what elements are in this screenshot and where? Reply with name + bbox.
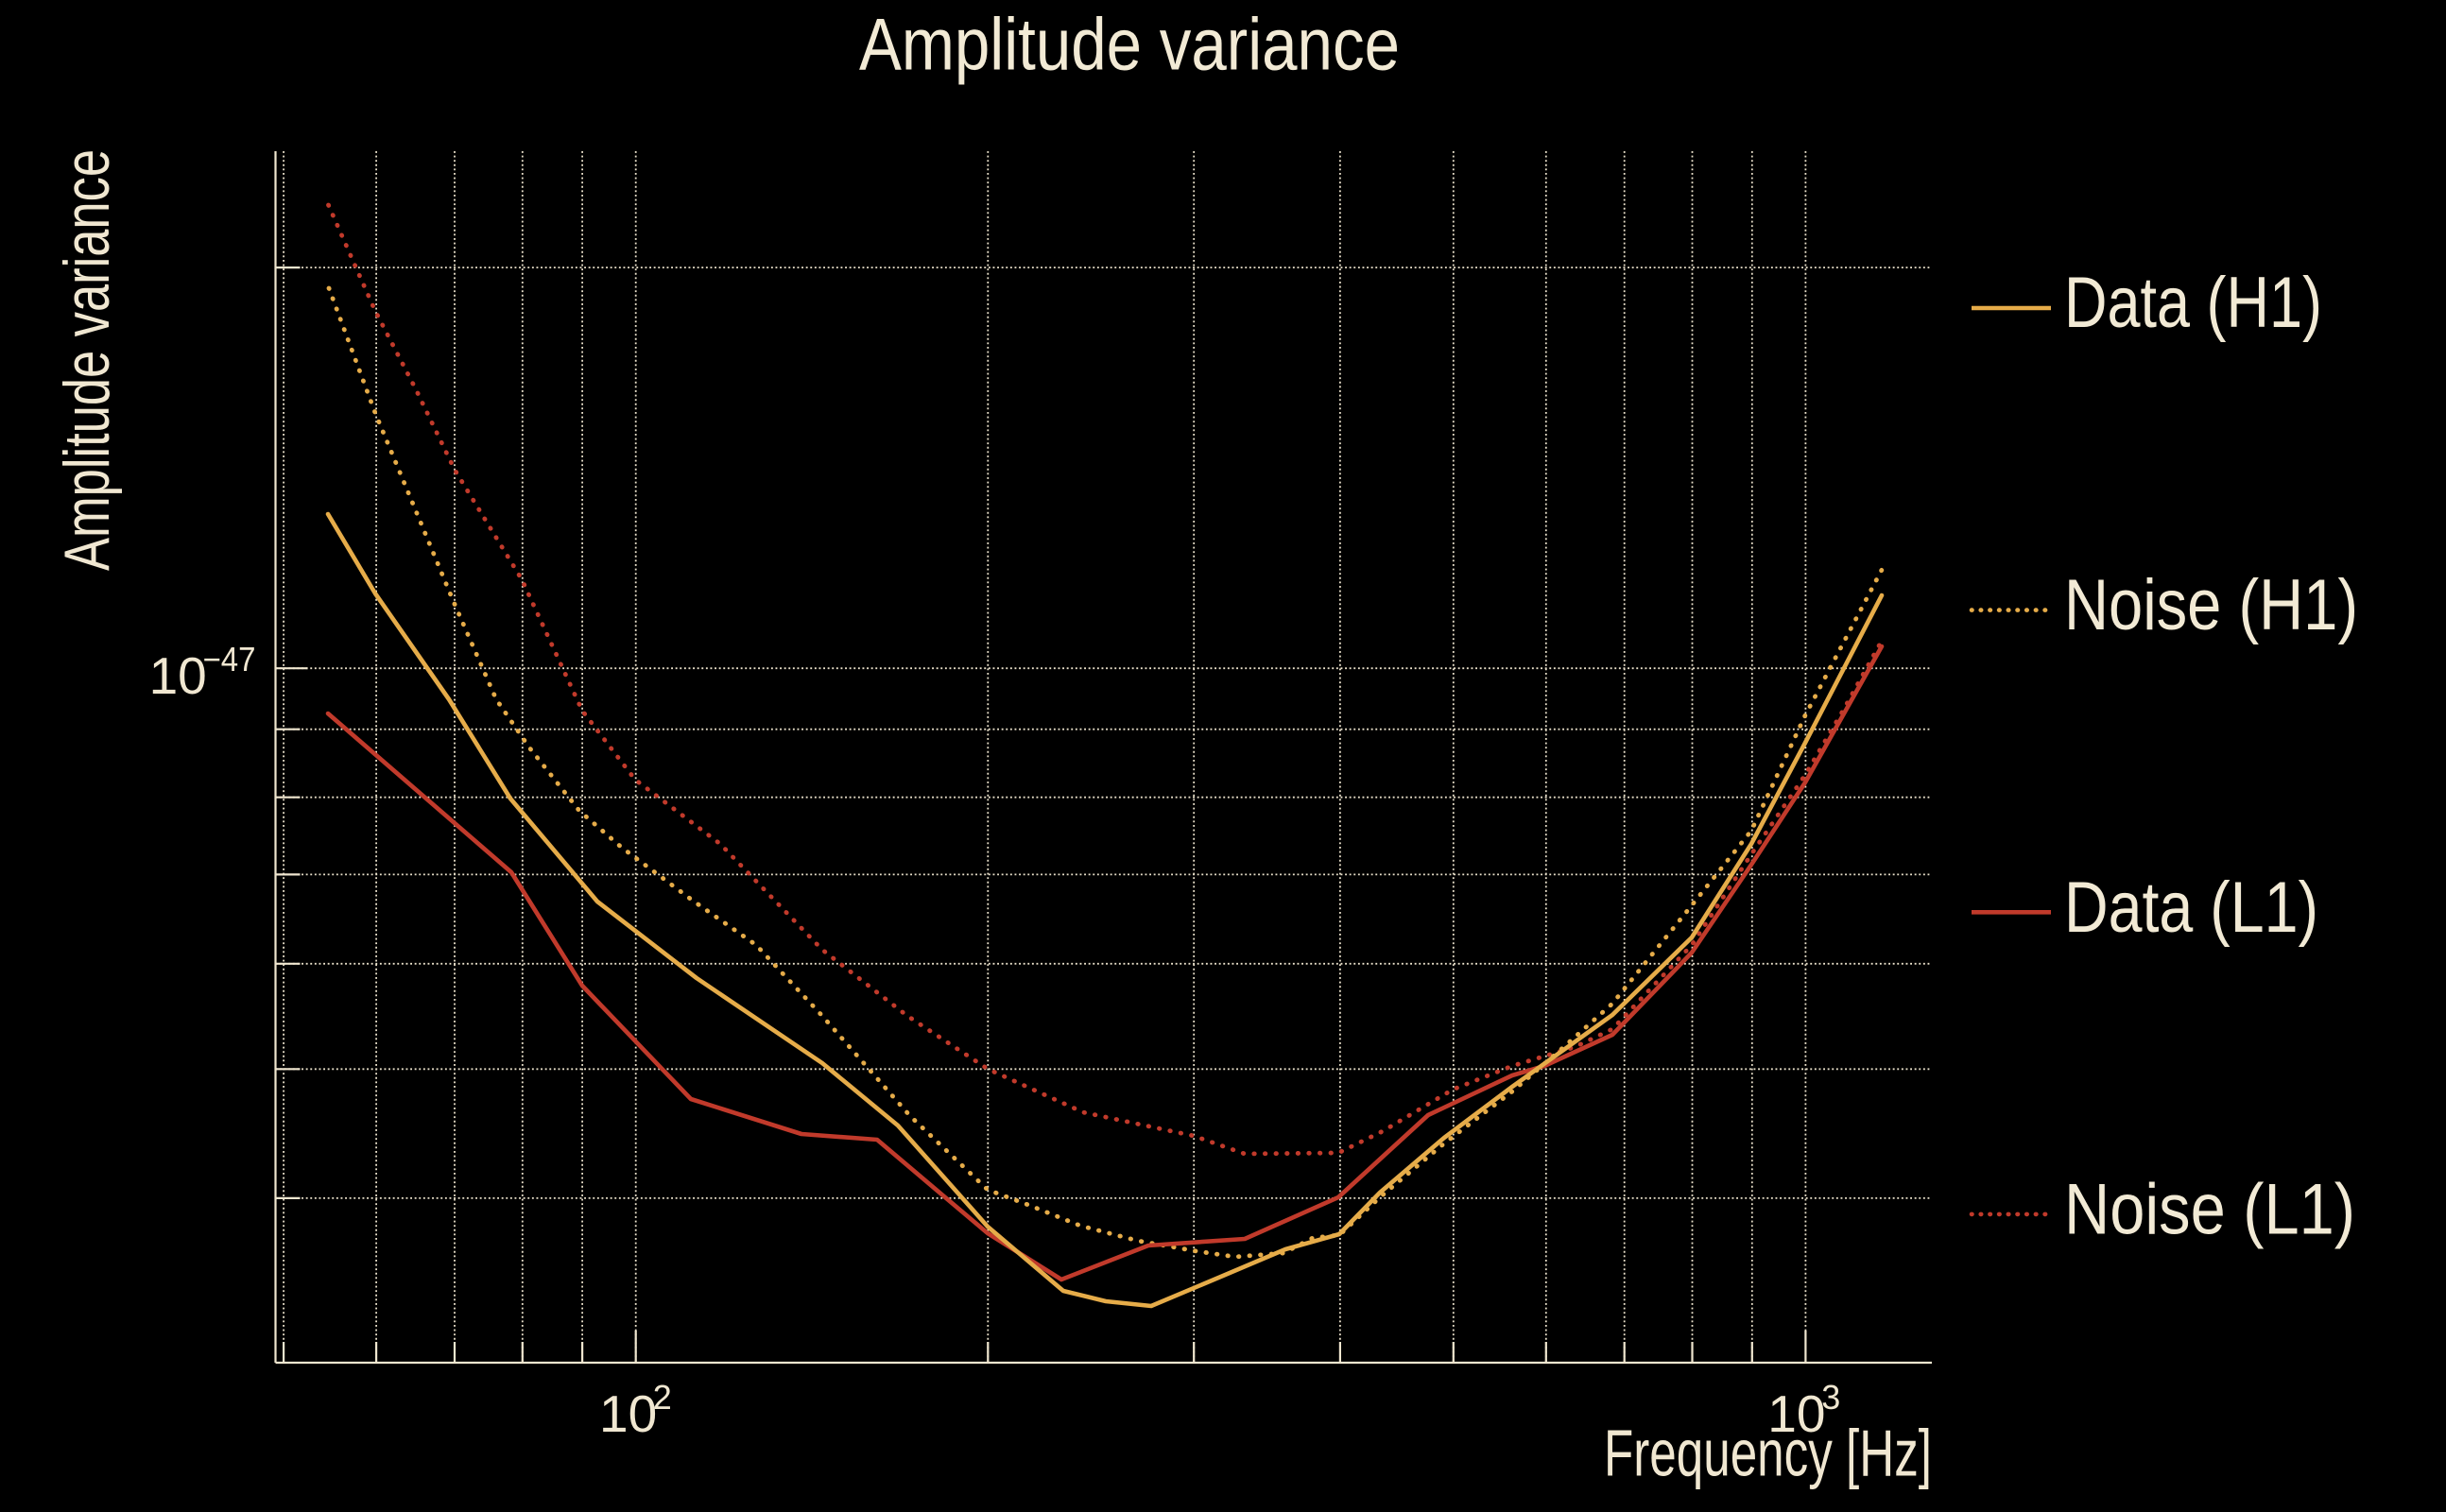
svg-text:Amplitude variance: Amplitude variance [51, 149, 123, 571]
svg-text:2: 2 [653, 1378, 672, 1417]
svg-text:Data (H1): Data (H1) [2064, 263, 2322, 343]
svg-text:Frequency [Hz]: Frequency [Hz] [1604, 1417, 1932, 1490]
svg-text:Amplitude variance: Amplitude variance [859, 3, 1400, 86]
svg-text:3: 3 [1821, 1378, 1840, 1417]
svg-text:−47: −47 [203, 640, 256, 679]
svg-text:Data (L1): Data (L1) [2064, 868, 2318, 948]
svg-text:10: 10 [1767, 1384, 1825, 1443]
svg-text:Noise (L1): Noise (L1) [2064, 1170, 2355, 1250]
svg-text:Noise (H1): Noise (H1) [2064, 565, 2358, 645]
svg-text:10: 10 [599, 1384, 657, 1443]
svg-text:10: 10 [149, 646, 207, 705]
